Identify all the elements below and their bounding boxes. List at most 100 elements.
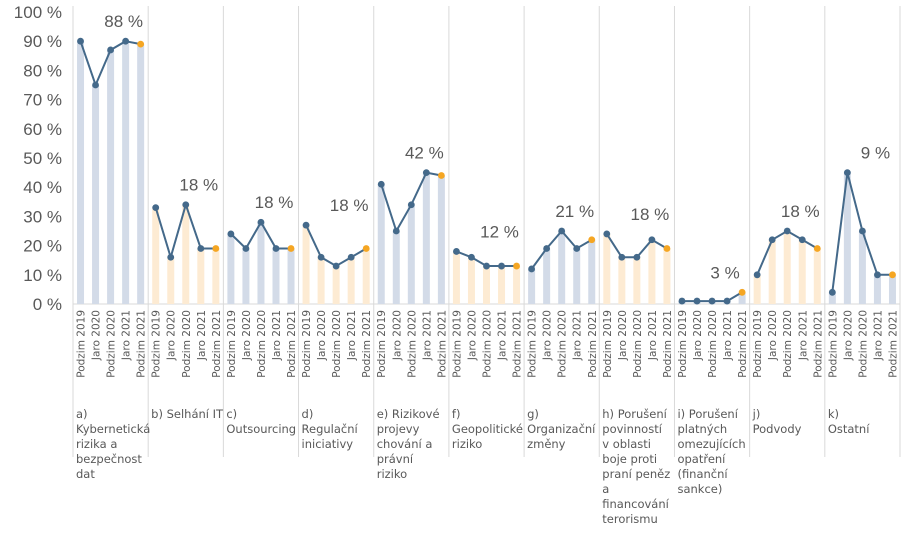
x-tick-label: Jaro 2020 [166,310,178,361]
y-tick-label: 100 % [14,3,62,22]
bar [167,257,175,304]
x-tick-label: Podzim 2020 [256,310,268,378]
last-data-point [287,245,295,252]
category-label-line: Podvody [753,422,802,436]
data-label: 18 % [631,205,670,224]
data-point [227,230,235,238]
data-point [377,180,385,188]
category-label-line: bezpečnost [76,452,142,466]
x-tick-label: Jaro 2020 [241,310,253,361]
y-tick-label: 20 % [23,237,62,256]
data-point [122,37,130,45]
x-tick-label: Jaro 2021 [346,310,358,361]
bar [272,248,280,304]
bar [753,274,761,304]
data-point [332,262,340,270]
data-label: 12 % [480,222,519,241]
bar [122,41,130,304]
series-line [305,224,367,268]
category-label-line: e) Rizikové [377,407,440,421]
category-label-line: změny [527,437,566,451]
data-point [498,262,505,270]
data-point [107,46,114,54]
category-label-line: dat [76,467,95,481]
category-label-line: projevy [377,422,420,436]
x-tick-label: Podzim 2021 [136,310,148,378]
x-tick-label: Jaro 2021 [271,310,283,361]
x-tick-label: Jaro 2020 [391,310,403,361]
category-label-line: sankce) [677,482,722,496]
data-point [92,81,99,89]
last-data-point [212,245,220,252]
data-point [573,245,581,252]
category-label-line: h) Porušení [602,407,667,421]
category-label-line: rizika a [76,437,117,451]
category-label-line: riziko [377,467,407,481]
x-tick-label: Podzim 2020 [181,310,193,378]
last-data-point [663,245,671,252]
x-tick-label: Jaro 2021 [421,310,433,361]
x-tick-label: Podzim 2021 [436,310,448,378]
data-point [723,297,731,305]
data-point [633,253,641,261]
category-label-line: omezujících [677,437,745,451]
data-point [167,253,175,261]
data-point [197,245,205,252]
category-label-line: právní [377,452,414,466]
x-tick-label: Podzim 2020 [331,310,343,378]
x-tick-label: Jaro 2020 [692,310,704,361]
bar [498,266,506,304]
data-label: 18 % [781,202,820,221]
x-tick-label: Podzim 2020 [632,310,644,378]
last-data-point [137,40,145,48]
category-label-line: j) [752,407,761,421]
x-tick-label: Podzim 2021 [662,310,674,378]
data-point [693,297,701,305]
x-tick-label: Jaro 2020 [617,310,629,361]
bar [137,44,145,305]
bar [663,248,671,304]
data-point [483,262,490,270]
data-label: 18 % [179,176,218,195]
data-point [783,227,791,235]
category-label-line: Outsourcing [226,422,296,436]
bar [287,248,295,304]
x-tick-label: Jaro 2021 [722,310,734,361]
data-point [242,245,250,252]
data-point [317,253,325,261]
data-point [453,248,460,255]
data-point [843,169,851,177]
x-tick-label: Podzim 2021 [737,310,749,378]
bar [603,233,611,304]
category-label-line: povinností [602,422,662,436]
bar [377,184,385,304]
bar [843,172,851,304]
bar [543,248,551,304]
last-data-point [437,172,445,179]
category-label-line: (finanční [677,467,728,481]
category-label-line: boje proti [602,452,657,466]
bar [197,248,205,304]
x-tick-label: Jaro 2021 [497,310,509,361]
last-data-point [813,245,821,252]
bar [648,239,656,304]
bar [347,257,355,304]
bar [422,172,430,304]
data-label: 18 % [255,193,294,212]
bar [92,85,100,304]
bar [798,239,806,304]
last-data-point [738,288,746,296]
data-point [874,271,881,279]
bar [768,239,776,304]
x-tick-label: Podzim 2019 [602,310,614,378]
data-point [77,37,84,45]
x-tick-label: Jaro 2020 [466,310,478,361]
y-tick-label: 0 % [33,295,62,314]
data-point [257,218,265,226]
x-tick-label: Podzim 2019 [151,310,163,378]
bar [828,292,836,304]
category-label-line: opatření [677,452,726,466]
y-tick-label: 60 % [23,120,62,139]
data-label: 3 % [710,263,739,282]
